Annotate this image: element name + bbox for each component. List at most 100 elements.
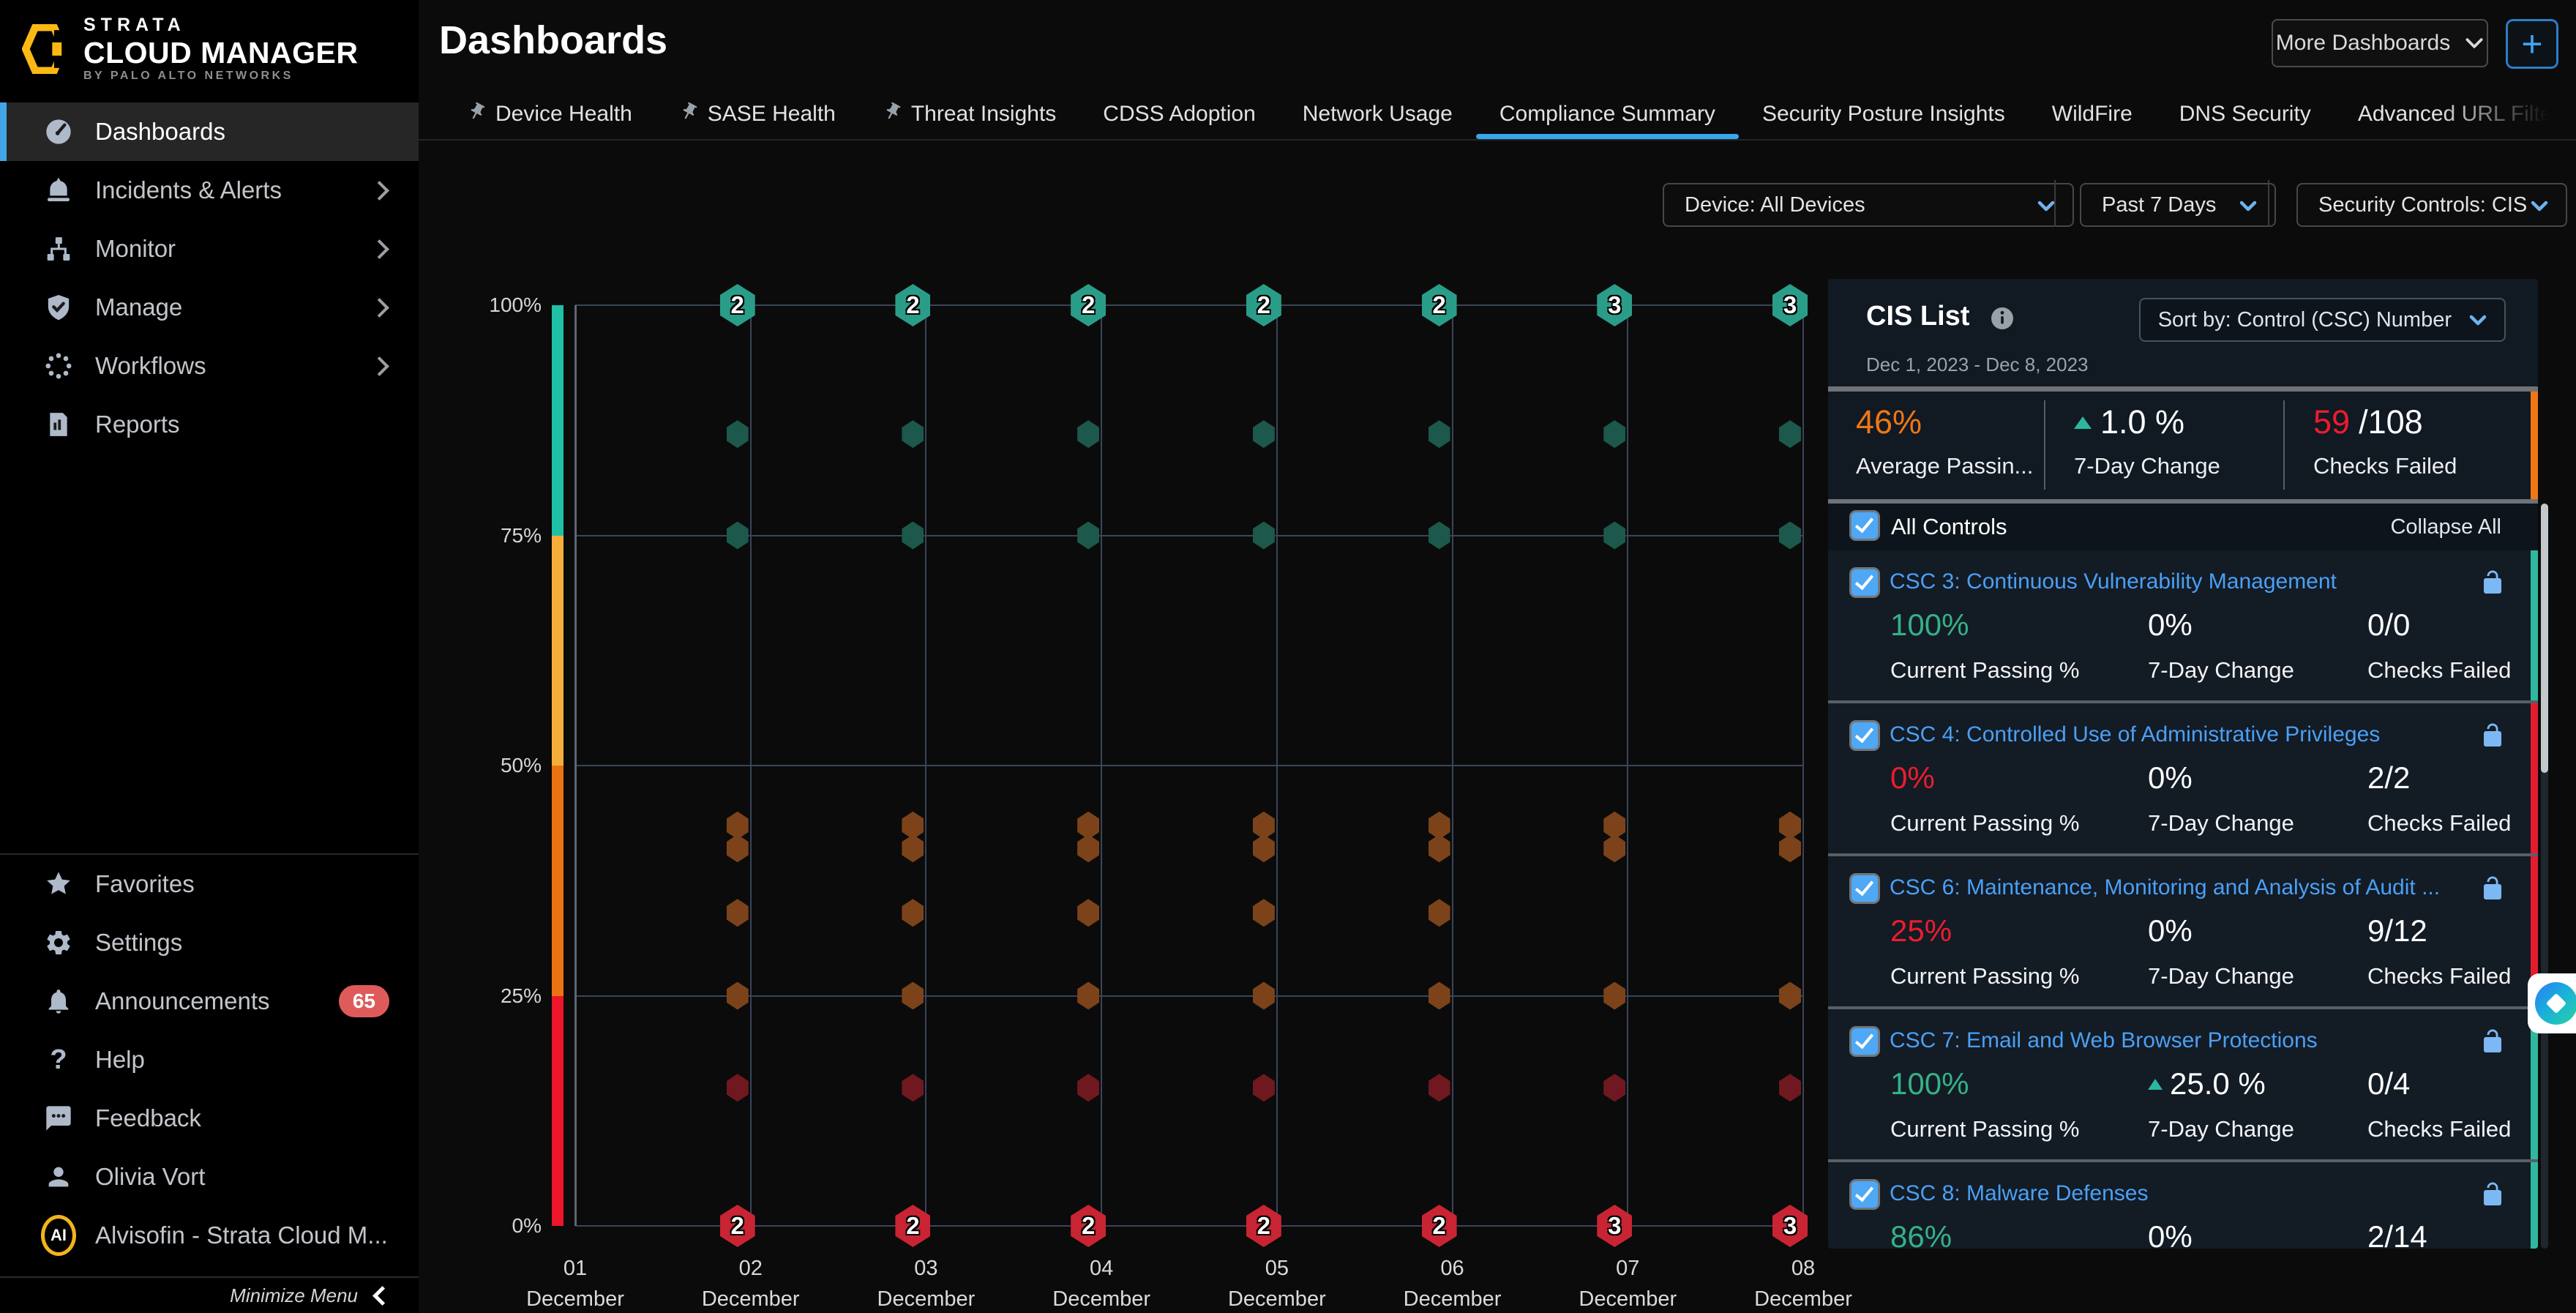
tab-threat-insights[interactable]: Threat Insights (859, 89, 1079, 139)
hexbin-marker[interactable] (1252, 981, 1275, 1010)
filter-past-7-days[interactable]: Past 7 Days (2080, 183, 2276, 227)
hexbin-marker[interactable] (726, 420, 749, 449)
hexbin-marker[interactable] (1779, 834, 1801, 863)
tab-compliance-summary[interactable]: Compliance Summary (1475, 89, 1740, 139)
checks-failed-text: 2/14 (2367, 1219, 2427, 1249)
csc-title-link[interactable]: CSC 4: Controlled Use of Administrative … (1890, 722, 2381, 747)
sidebar-item-favorites[interactable]: Favorites (0, 855, 419, 913)
sidebar-item-incidents-alerts[interactable]: Incidents & Alerts (0, 161, 419, 220)
csc-checkbox[interactable] (1852, 875, 1878, 902)
hexbin-marker[interactable] (1428, 834, 1450, 863)
all-controls-checkbox[interactable] (1852, 512, 1878, 539)
csc-checkbox[interactable] (1852, 1181, 1878, 1208)
hexbin-marker[interactable] (902, 834, 924, 863)
hexbin-marker[interactable] (726, 834, 749, 863)
tab-cdss-adoption[interactable]: CDSS Adoption (1079, 89, 1278, 139)
lock-open-icon[interactable] (2479, 569, 2506, 599)
lock-open-icon[interactable] (2479, 1181, 2506, 1211)
hexbin-marker[interactable] (726, 981, 749, 1010)
hexbin-marker[interactable] (1428, 521, 1450, 550)
gridline-vertical (749, 305, 752, 1226)
tab-security-posture-insights[interactable]: Security Posture Insights (1739, 89, 2029, 139)
hexbin-marker[interactable] (902, 521, 924, 550)
tab-wildfire[interactable]: WildFire (2029, 89, 2156, 139)
sidebar-item-announcements[interactable]: Announcements 65 (0, 972, 419, 1030)
question-icon: ? (41, 1044, 76, 1076)
tab-sase-health[interactable]: SASE Health (656, 89, 859, 139)
hexbin-marker[interactable] (1779, 981, 1801, 1010)
panel-scrollbar[interactable] (2541, 504, 2548, 1249)
hexbin-marker[interactable] (1077, 834, 1100, 863)
hexbin-marker[interactable] (1779, 1074, 1801, 1102)
hexbin-marker[interactable] (1252, 834, 1275, 863)
hexbin-marker[interactable] (1428, 981, 1450, 1010)
add-dashboard-button[interactable]: + (2506, 19, 2558, 69)
hexbin-marker[interactable] (1252, 521, 1275, 550)
sidebar-item-feedback[interactable]: Feedback (0, 1089, 419, 1148)
sidebar-item-manage[interactable]: Manage (0, 278, 419, 337)
hexbin-marker[interactable] (1077, 521, 1100, 550)
hexbin-marker[interactable] (902, 899, 924, 927)
tab-network-usage[interactable]: Network Usage (1279, 89, 1476, 139)
hexbin-marker[interactable] (902, 420, 924, 449)
csc-title-link[interactable]: CSC 3: Continuous Vulnerability Manageme… (1890, 569, 2337, 594)
sidebar-item-reports[interactable]: Reports (0, 395, 419, 454)
sidebar-item-alvisofin-strata-cloud-m[interactable]: AI Alvisofin - Strata Cloud M... (0, 1206, 419, 1265)
hexbin-marker[interactable] (1428, 1074, 1450, 1102)
panel-title: CIS List (1866, 301, 1970, 332)
hexbin-marker[interactable] (1252, 420, 1275, 449)
hexbin-marker[interactable] (1603, 1074, 1626, 1102)
sort-by-dropdown[interactable]: Sort by: Control (CSC) Number (2138, 298, 2506, 342)
hexbin-marker[interactable] (1252, 899, 1275, 927)
filter-security-controls-cis[interactable]: Security Controls: CIS (2296, 183, 2567, 227)
hexbin-marker[interactable] (726, 521, 749, 550)
hexbin-marker[interactable] (1428, 899, 1450, 927)
csc-checkbox[interactable] (1852, 722, 1878, 749)
csc-severity-strip (2531, 1162, 2538, 1249)
gear-icon (41, 928, 76, 957)
csc-title-link[interactable]: CSC 6: Maintenance, Monitoring and Analy… (1890, 875, 2441, 899)
filter-device-all-devices[interactable]: Device: All Devices (1663, 183, 2074, 227)
csc-stat-current-passing: 86%Current Passing % (1890, 1219, 2079, 1249)
csc-title-link[interactable]: CSC 7: Email and Web Browser Protections (1890, 1028, 2318, 1052)
sidebar-item-settings[interactable]: Settings (0, 913, 419, 972)
lock-open-icon[interactable] (2479, 1028, 2506, 1058)
tab-dns-security[interactable]: DNS Security (2156, 89, 2334, 139)
hexbin-marker[interactable] (1603, 420, 1626, 449)
hexbin-marker[interactable] (1779, 521, 1801, 550)
hexbin-marker[interactable] (1077, 981, 1100, 1010)
sidebar-item-olivia-vort[interactable]: Olivia Vort (0, 1148, 419, 1206)
assistant-floating-button[interactable] (2528, 973, 2576, 1033)
sidebar-item-monitor[interactable]: Monitor (0, 220, 419, 278)
csc-checkbox[interactable] (1852, 1028, 1878, 1055)
info-icon[interactable] (1989, 305, 2015, 335)
hexbin-marker[interactable] (1077, 1074, 1100, 1102)
tab-label: WildFire (2051, 102, 2133, 126)
csc-checkbox[interactable] (1852, 569, 1878, 596)
tab-advanced-url-filtering[interactable]: Advanced URL Filtering (2334, 89, 2576, 139)
hexbin-marker[interactable] (1428, 420, 1450, 449)
hexbin-marker[interactable] (902, 981, 924, 1010)
hexbin-marker[interactable] (902, 1074, 924, 1102)
hexbin-marker[interactable] (1603, 981, 1626, 1010)
hexbin-marker[interactable] (1077, 420, 1100, 449)
gridline-vertical (1276, 305, 1278, 1226)
hexbin-marker[interactable] (1077, 899, 1100, 927)
collapse-all-button[interactable]: Collapse All (2390, 515, 2501, 539)
tab-device-health[interactable]: Device Health (443, 89, 656, 139)
more-dashboards-button[interactable]: More Dashboards (2272, 19, 2488, 67)
csc-title-link[interactable]: CSC 8: Malware Defenses (1890, 1181, 2149, 1205)
lock-open-icon[interactable] (2479, 722, 2506, 752)
lock-open-icon[interactable] (2479, 875, 2506, 905)
hexbin-marker[interactable] (726, 1074, 749, 1102)
hexbin-marker[interactable] (1603, 834, 1626, 863)
sidebar-item-workflows[interactable]: Workflows (0, 337, 419, 395)
minimize-menu-button[interactable]: Minimize Menu (0, 1276, 419, 1313)
hexbin-marker[interactable] (1779, 420, 1801, 449)
hexbin-marker[interactable] (1252, 1074, 1275, 1102)
sidebar-item-dashboards[interactable]: Dashboards (0, 102, 419, 161)
sidebar-item-help[interactable]: ? Help (0, 1030, 419, 1089)
hexbin-marker[interactable] (726, 899, 749, 927)
panel-scrollbar-thumb[interactable] (2541, 504, 2548, 773)
hexbin-marker[interactable] (1603, 521, 1626, 550)
